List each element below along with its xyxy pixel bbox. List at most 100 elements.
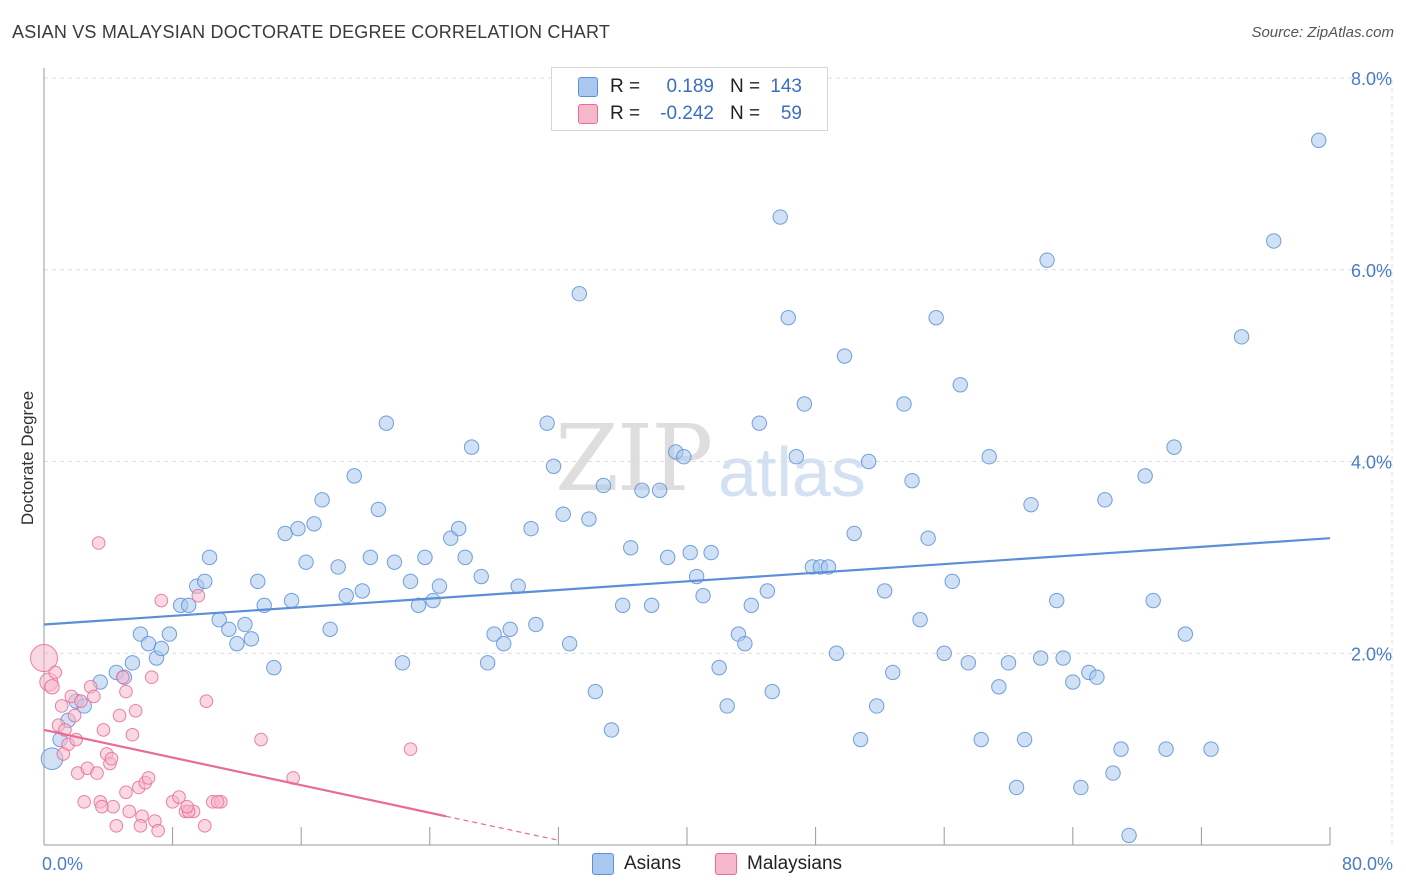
series-malaysians (30, 536, 418, 838)
legend-r-label: R = (610, 103, 641, 124)
data-point (54, 699, 69, 713)
data-point (928, 309, 944, 326)
data-point (595, 477, 612, 494)
data-point (221, 621, 237, 637)
data-point (290, 520, 306, 537)
data-point (1089, 669, 1105, 685)
data-point (828, 645, 845, 661)
series-asians (40, 132, 1327, 844)
data-point (944, 573, 960, 590)
data-point (1097, 492, 1113, 508)
data-point (846, 525, 862, 542)
data-point (1105, 765, 1121, 781)
data-point (981, 449, 997, 465)
data-point (322, 621, 338, 637)
data-point (425, 592, 441, 609)
data-point (936, 645, 952, 661)
data-point (1065, 674, 1081, 690)
data-point (48, 665, 63, 680)
data-point (682, 544, 698, 561)
data-point (151, 823, 165, 838)
chart-title: ASIAN VS MALAYSIAN DOCTORATE DEGREE CORR… (12, 22, 611, 42)
data-point (277, 525, 293, 542)
data-point (457, 549, 473, 566)
y-tick-label: 2.0% (1351, 644, 1392, 664)
y-tick-label: 8.0% (1351, 69, 1392, 89)
data-point (354, 583, 370, 599)
data-point (743, 597, 759, 614)
legend-n-label: N = (730, 103, 761, 124)
data-point (119, 684, 133, 699)
data-point (243, 631, 260, 647)
data-point (603, 722, 620, 738)
data-point (780, 309, 796, 326)
legend-row-asians: R = 0.189 N = 143 (552, 74, 827, 100)
data-point (394, 655, 411, 671)
data-point (796, 396, 813, 412)
data-point (615, 597, 631, 614)
data-point (634, 482, 650, 498)
data-point (751, 415, 768, 431)
data-point (153, 640, 170, 657)
trend-line-malaysians (43, 728, 447, 818)
data-point (133, 819, 148, 833)
data-point (104, 751, 119, 766)
data-point (402, 573, 419, 590)
data-point (199, 694, 214, 708)
data-point (660, 549, 676, 566)
bottom-legend-swatch-malaysians (715, 853, 737, 875)
data-point (141, 771, 156, 785)
data-point (539, 415, 555, 431)
data-point (410, 597, 427, 614)
data-point (90, 766, 104, 780)
correlation-legend: R = 0.189 N = 143 R = -0.242 N = 59 (551, 67, 828, 131)
data-point (479, 655, 496, 671)
data-point (197, 819, 212, 833)
data-point (737, 635, 753, 652)
data-point (119, 785, 133, 800)
data-point (140, 635, 157, 652)
x-tick-label-max: 80.0% (1342, 854, 1393, 874)
data-point (306, 516, 322, 532)
data-point (528, 616, 544, 633)
data-point (1311, 132, 1327, 149)
data-point (370, 501, 387, 518)
bottom-legend-label-asians: Asians (624, 853, 682, 874)
data-point (1166, 439, 1182, 455)
data-point (1032, 650, 1049, 666)
data-point (266, 659, 282, 676)
data-point (91, 536, 106, 550)
data-point (473, 568, 489, 585)
data-point (896, 396, 912, 412)
data-point (1073, 779, 1089, 796)
data-point (502, 621, 518, 637)
data-point (115, 670, 130, 685)
data-point (201, 549, 218, 566)
legend-n-value: 143 (770, 76, 802, 97)
data-point (1266, 233, 1282, 249)
data-point (1158, 741, 1174, 757)
data-point (581, 511, 597, 527)
data-point (877, 583, 893, 599)
data-point (719, 698, 735, 714)
data-point (1016, 731, 1033, 748)
data-point (676, 449, 692, 465)
data-point (96, 723, 111, 737)
y-tick-label: 6.0% (1351, 261, 1392, 281)
data-point (330, 559, 346, 575)
data-point (197, 573, 213, 590)
data-point (191, 588, 206, 603)
data-point (106, 799, 120, 814)
data-point (1023, 496, 1039, 513)
data-point (431, 578, 448, 594)
data-point (651, 482, 668, 498)
data-point (403, 742, 418, 756)
data-point (643, 597, 660, 614)
data-point (836, 348, 853, 364)
y-tick-label: 4.0% (1351, 453, 1392, 473)
data-point (87, 689, 101, 704)
data-point (973, 731, 989, 748)
data-point (960, 655, 977, 671)
data-point (486, 626, 502, 642)
